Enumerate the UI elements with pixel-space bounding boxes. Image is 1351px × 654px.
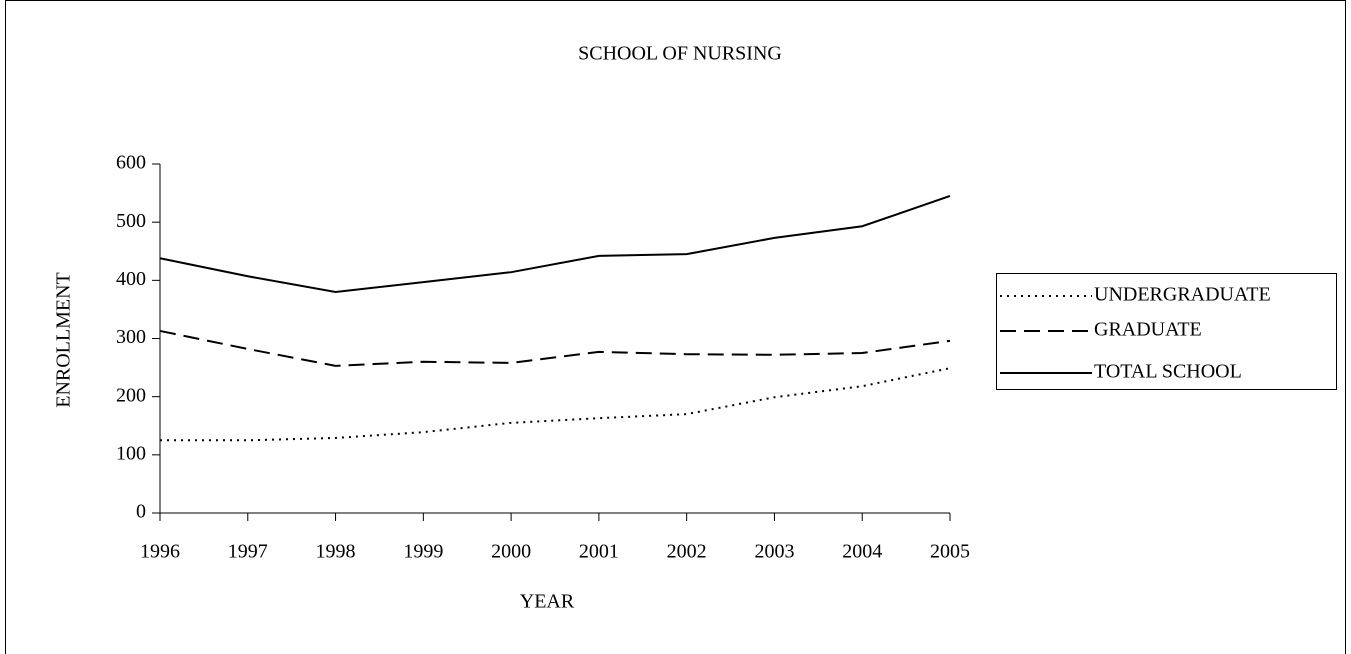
legend-label: GRADUATE — [1094, 319, 1202, 341]
x-tick-label: 2004 — [842, 541, 882, 563]
series-line — [159, 329, 951, 367]
y-tick-label: 100 — [116, 442, 146, 464]
series-line — [159, 195, 951, 293]
y-tick-label: 600 — [116, 152, 146, 174]
x-tick-label: 2005 — [930, 541, 970, 563]
legend-label: TOTAL SCHOOL — [1094, 361, 1242, 383]
y-tick-label: 200 — [116, 384, 146, 406]
x-axis-label: YEAR — [520, 591, 575, 613]
x-tick-label: 2001 — [579, 541, 619, 563]
x-tick-label: 2002 — [667, 541, 707, 563]
chart-border — [5, 0, 1346, 654]
x-tick-label: 2000 — [491, 541, 531, 563]
x-tick-label: 1998 — [316, 541, 356, 563]
y-tick-label: 300 — [116, 326, 146, 348]
x-tick-label: 1996 — [140, 541, 180, 563]
y-tick-label: 500 — [116, 210, 146, 232]
y-tick-label: 400 — [116, 268, 146, 290]
x-tick-label: 1997 — [228, 541, 268, 563]
y-tick-label: 0 — [136, 501, 146, 523]
series-line — [160, 367, 951, 442]
x-tick-label: 2003 — [754, 541, 794, 563]
legend-label: UNDERGRADUATE — [1094, 284, 1271, 306]
chart-title: SCHOOL OF NURSING — [578, 43, 782, 65]
x-tick-label: 1999 — [403, 541, 443, 563]
y-axis-label: ENROLLMENT — [53, 272, 75, 408]
